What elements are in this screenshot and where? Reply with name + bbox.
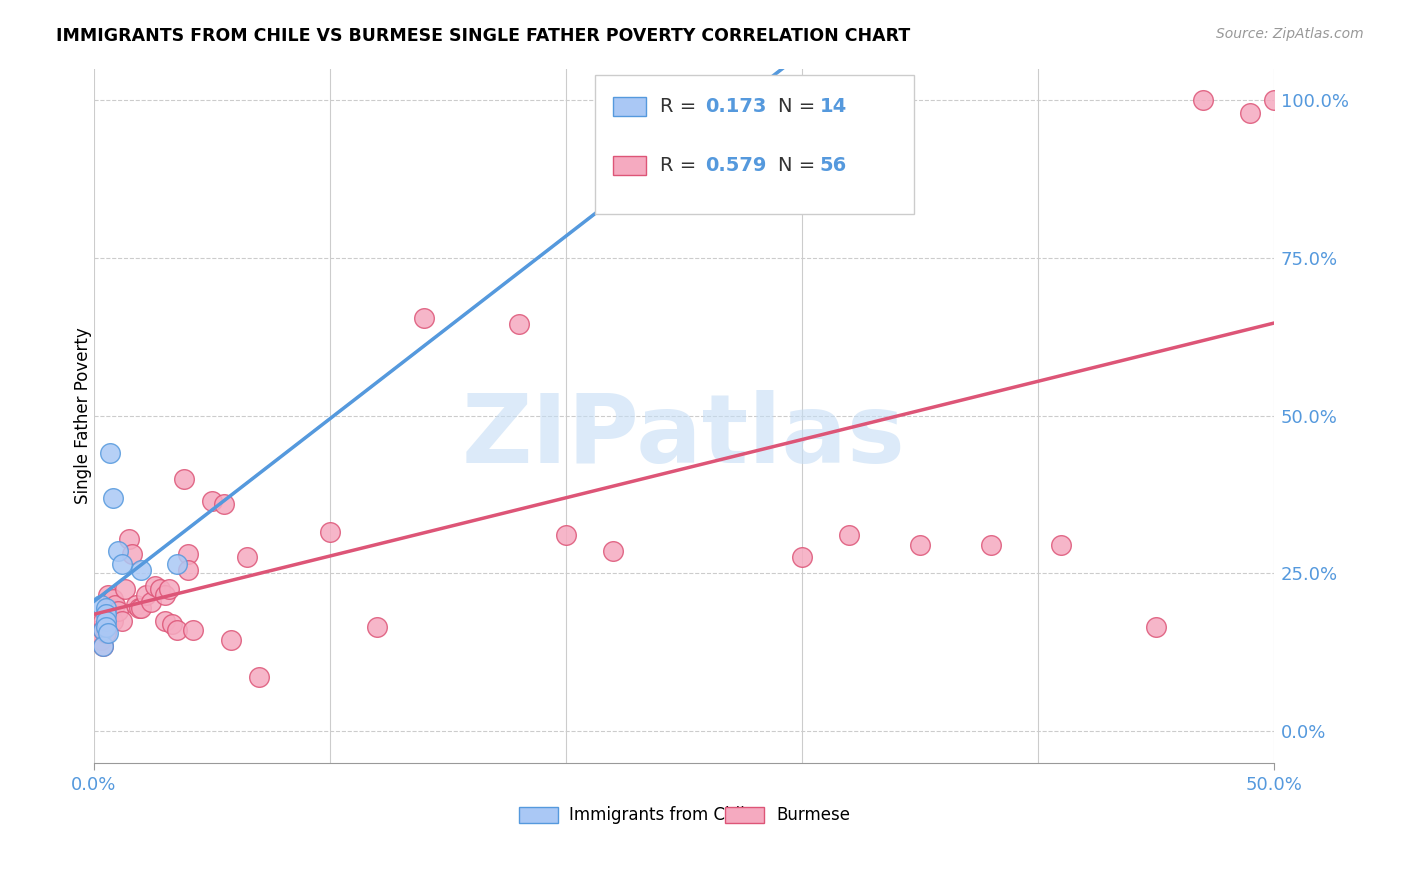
Point xyxy=(149,582,172,596)
Point xyxy=(100,446,122,460)
Text: 14: 14 xyxy=(820,97,846,116)
Point xyxy=(121,547,143,561)
Point xyxy=(125,598,148,612)
Point xyxy=(129,563,152,577)
Text: R =: R = xyxy=(661,156,703,175)
Point xyxy=(160,616,183,631)
Point xyxy=(111,557,134,571)
Point xyxy=(508,317,530,331)
Point xyxy=(173,472,195,486)
Point xyxy=(247,670,270,684)
Point xyxy=(93,623,115,637)
Point xyxy=(93,614,115,628)
Text: 0.173: 0.173 xyxy=(706,97,766,116)
Text: Source: ZipAtlas.com: Source: ZipAtlas.com xyxy=(1216,27,1364,41)
Point xyxy=(87,623,110,637)
Point xyxy=(177,563,200,577)
Point xyxy=(1144,620,1167,634)
Text: N =: N = xyxy=(779,156,821,175)
Point xyxy=(94,614,117,628)
Point xyxy=(554,528,576,542)
Point xyxy=(94,620,117,634)
FancyBboxPatch shape xyxy=(613,156,647,176)
Point xyxy=(135,588,157,602)
Text: R =: R = xyxy=(661,97,703,116)
Point xyxy=(166,623,188,637)
Point xyxy=(201,493,224,508)
Point xyxy=(153,614,176,628)
Point xyxy=(90,632,112,647)
Point xyxy=(101,491,124,505)
Point xyxy=(93,639,115,653)
Point xyxy=(111,614,134,628)
Point xyxy=(93,639,115,653)
Point xyxy=(118,532,141,546)
Point xyxy=(236,550,259,565)
Text: ZIPatlas: ZIPatlas xyxy=(463,390,905,483)
Point xyxy=(93,623,115,637)
Point xyxy=(177,547,200,561)
Point xyxy=(101,591,124,606)
Point xyxy=(366,620,388,634)
Point xyxy=(107,544,129,558)
Point xyxy=(219,632,242,647)
Point xyxy=(159,582,181,596)
Point xyxy=(166,557,188,571)
Point xyxy=(97,588,120,602)
FancyBboxPatch shape xyxy=(519,807,558,822)
FancyBboxPatch shape xyxy=(613,97,647,117)
Point xyxy=(100,601,122,615)
Point xyxy=(143,579,166,593)
Point xyxy=(319,525,342,540)
Point xyxy=(212,497,235,511)
Point xyxy=(94,626,117,640)
FancyBboxPatch shape xyxy=(595,76,914,214)
Point xyxy=(908,538,931,552)
Point xyxy=(128,601,150,615)
Point xyxy=(97,614,120,628)
Point xyxy=(980,538,1002,552)
Text: Immigrants from Chile: Immigrants from Chile xyxy=(569,806,755,824)
Point xyxy=(94,623,117,637)
Point xyxy=(1239,105,1261,120)
Point xyxy=(139,595,162,609)
Point xyxy=(94,607,117,622)
Point xyxy=(97,626,120,640)
Point xyxy=(153,588,176,602)
Y-axis label: Single Father Poverty: Single Father Poverty xyxy=(75,327,91,504)
Point xyxy=(790,550,813,565)
FancyBboxPatch shape xyxy=(725,807,763,822)
Text: 56: 56 xyxy=(820,156,846,175)
Point xyxy=(101,614,124,628)
Point xyxy=(602,544,624,558)
Point xyxy=(90,626,112,640)
Point xyxy=(413,310,436,325)
Point xyxy=(90,598,112,612)
Point xyxy=(1263,93,1285,107)
Point xyxy=(94,616,117,631)
Point xyxy=(107,604,129,618)
Point xyxy=(104,598,127,612)
Text: 0.579: 0.579 xyxy=(706,156,766,175)
Text: N =: N = xyxy=(779,97,821,116)
Text: Burmese: Burmese xyxy=(776,806,851,824)
Point xyxy=(838,528,860,542)
Point xyxy=(1050,538,1073,552)
Point xyxy=(114,582,136,596)
Point xyxy=(94,601,117,615)
Point xyxy=(129,601,152,615)
Text: IMMIGRANTS FROM CHILE VS BURMESE SINGLE FATHER POVERTY CORRELATION CHART: IMMIGRANTS FROM CHILE VS BURMESE SINGLE … xyxy=(56,27,911,45)
Point xyxy=(1192,93,1215,107)
Point xyxy=(181,623,204,637)
